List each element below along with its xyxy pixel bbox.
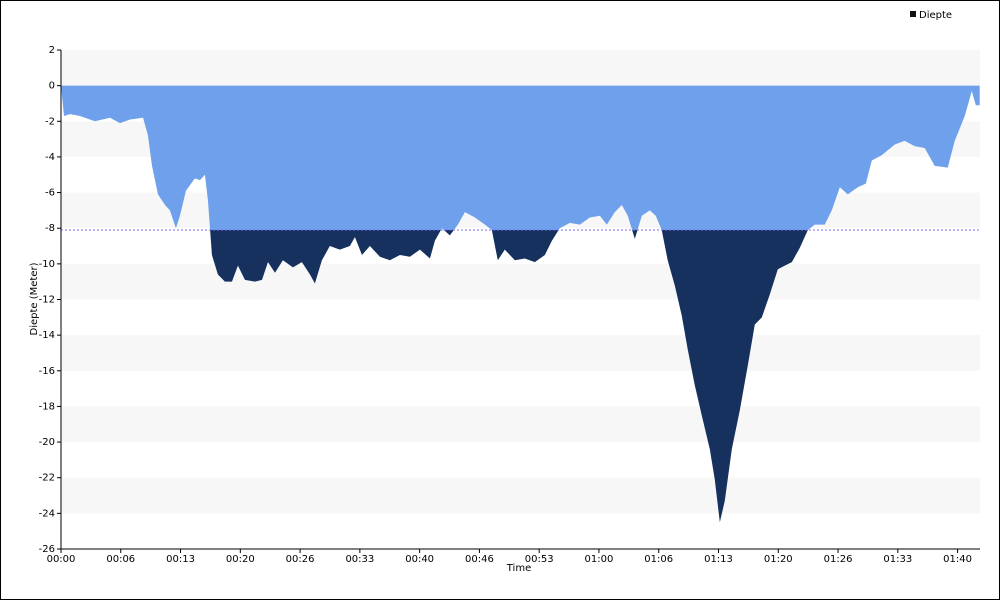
y-tick-label: -20 [39, 437, 55, 448]
x-tick-label: 00:06 [106, 554, 135, 565]
grid-band [61, 335, 980, 371]
y-tick-label: 0 [49, 81, 55, 92]
x-tick-label: 00:20 [226, 554, 255, 565]
y-axis-title: Diepte (Meter) [29, 262, 40, 335]
y-tick-label: -2 [45, 116, 55, 127]
area-below-threshold [210, 229, 808, 523]
grid-band [61, 263, 980, 300]
area [61, 85, 980, 230]
x-tick-label: 01:13 [704, 554, 733, 565]
y-tick-label: -22 [39, 473, 55, 484]
grid-band [61, 477, 980, 514]
y-tick-label: -6 [45, 188, 55, 199]
y-tick-label: -12 [39, 295, 55, 306]
x-tick-label: 01:00 [585, 554, 614, 565]
x-tick-label: 00:33 [345, 554, 374, 565]
x-tick-label: 01:40 [943, 554, 972, 565]
x-tick-label: 01:06 [644, 554, 673, 565]
y-tick-label: -16 [39, 366, 55, 377]
grid-band [61, 50, 980, 86]
x-tick-label: 00:40 [405, 554, 434, 565]
y-tick-label: -18 [39, 401, 55, 412]
y-tick-label: -4 [45, 152, 55, 163]
x-tick-label: 01:20 [764, 554, 793, 565]
y-tick-label: -14 [39, 330, 55, 341]
y-tick-label: -26 [39, 544, 55, 555]
x-tick-label: 00:13 [166, 554, 195, 565]
grid-band [61, 406, 980, 443]
x-tick-label: 00:00 [47, 554, 76, 565]
x-tick-label: 00:46 [465, 554, 494, 565]
y-tick-label: -24 [39, 508, 55, 519]
x-tick-label: 01:33 [883, 554, 912, 565]
legend-label: Diepte [919, 10, 952, 21]
y-tick-label: 2 [49, 45, 55, 56]
legend-marker [910, 11, 916, 17]
x-tick-label: 01:26 [824, 554, 853, 565]
y-tick-label: -10 [39, 259, 55, 270]
x-tick-label: 00:53 [525, 554, 554, 565]
x-tick-label: 00:26 [286, 554, 315, 565]
y-tick-label: -8 [45, 223, 55, 234]
x-axis-title: Time [506, 563, 531, 574]
